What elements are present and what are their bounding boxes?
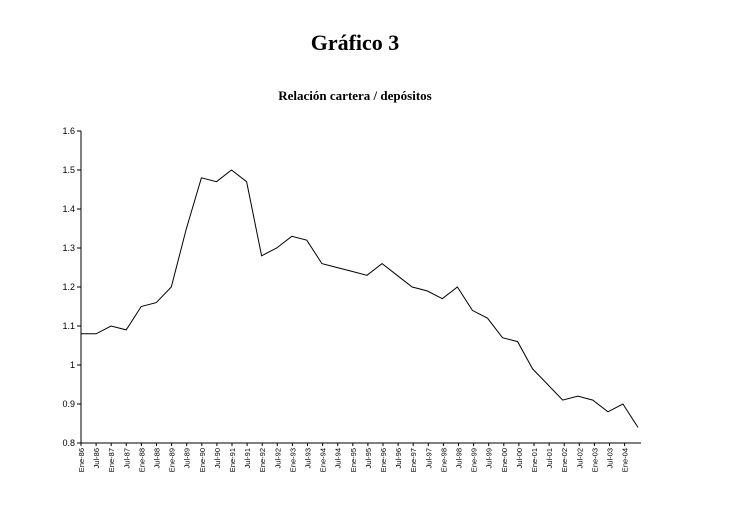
series-line: [81, 169, 639, 428]
x-tick-label: Jul-98: [455, 448, 464, 468]
x-tick-label: Ene-88: [137, 448, 146, 472]
y-tick-label: 1: [70, 360, 75, 370]
x-tick-label: Jul-03: [606, 448, 615, 468]
x-tick-label: Jul-96: [394, 448, 403, 468]
y-tick-label: 1.2: [62, 282, 75, 292]
x-tick-label: Jul-93: [304, 448, 313, 468]
x-tick-label: Ene-02: [560, 448, 569, 472]
x-tick-label: Ene-01: [530, 448, 539, 472]
x-tick-label: Jul-02: [575, 448, 584, 468]
x-tick-label: Ene-95: [349, 448, 358, 472]
x-tick-label: Jul-94: [334, 448, 343, 468]
y-tick-label: 1.5: [62, 165, 75, 175]
x-tick-label: Jul-92: [273, 448, 282, 468]
x-tick-label: Jul-97: [424, 448, 433, 468]
x-tick-label: Jul-99: [485, 448, 494, 468]
x-tick-label: Jul-00: [515, 448, 524, 468]
y-tick-label: 0.9: [62, 399, 75, 409]
x-tick-label: Ene-89: [168, 448, 177, 472]
x-tick-label: Ene-92: [258, 448, 267, 472]
y-tick-label: 1.4: [62, 204, 75, 214]
x-tick-label: Jul-89: [183, 448, 192, 468]
x-tick-label: Ene-99: [470, 448, 479, 472]
x-tick-label: Ene-90: [198, 448, 207, 472]
x-tick-label: Ene-03: [590, 448, 599, 472]
x-tick-label: Jul-01: [545, 448, 554, 468]
y-tick-label: 1.3: [62, 243, 75, 253]
x-tick-label: Jul-91: [243, 448, 252, 468]
x-tick-label: Jul-86: [92, 448, 101, 468]
x-tick-label: Ene-86: [77, 448, 86, 472]
y-tick-label: 1.6: [62, 126, 75, 136]
x-tick-label: Ene-91: [228, 448, 237, 472]
y-ticks: 0.8 0.9 1 1.1 1.2 1.3 1.4 1.5 1.6: [62, 126, 81, 448]
x-tick-label: Ene-00: [500, 448, 509, 472]
x-tick-label: Ene-93: [288, 448, 297, 472]
x-tick-label: Jul-90: [213, 448, 222, 468]
x-tick-label: Ene-96: [379, 448, 388, 472]
x-tick-label: Ene-87: [107, 448, 116, 472]
x-tick-label: Jul-88: [153, 448, 162, 468]
x-tick-label: Ene-97: [409, 448, 418, 472]
chart-subtitle: Relación cartera / depósitos: [278, 88, 432, 103]
x-tick-label: Ene-94: [319, 448, 328, 472]
y-tick-label: 1.1: [62, 321, 75, 331]
x-tick-label: Jul-87: [122, 448, 131, 468]
x-tick-label: Ene-04: [621, 448, 630, 472]
y-tick-label: 0.8: [62, 438, 75, 448]
x-tick-label: Ene-98: [439, 448, 448, 472]
chart-title: Gráfico 3: [310, 30, 400, 55]
x-ticks: Ene-86 Jul-86 Ene-87 Jul-87 Ene-88 Jul-88 Ene-…: [77, 443, 630, 472]
x-tick-label: Jul-95: [364, 448, 373, 468]
